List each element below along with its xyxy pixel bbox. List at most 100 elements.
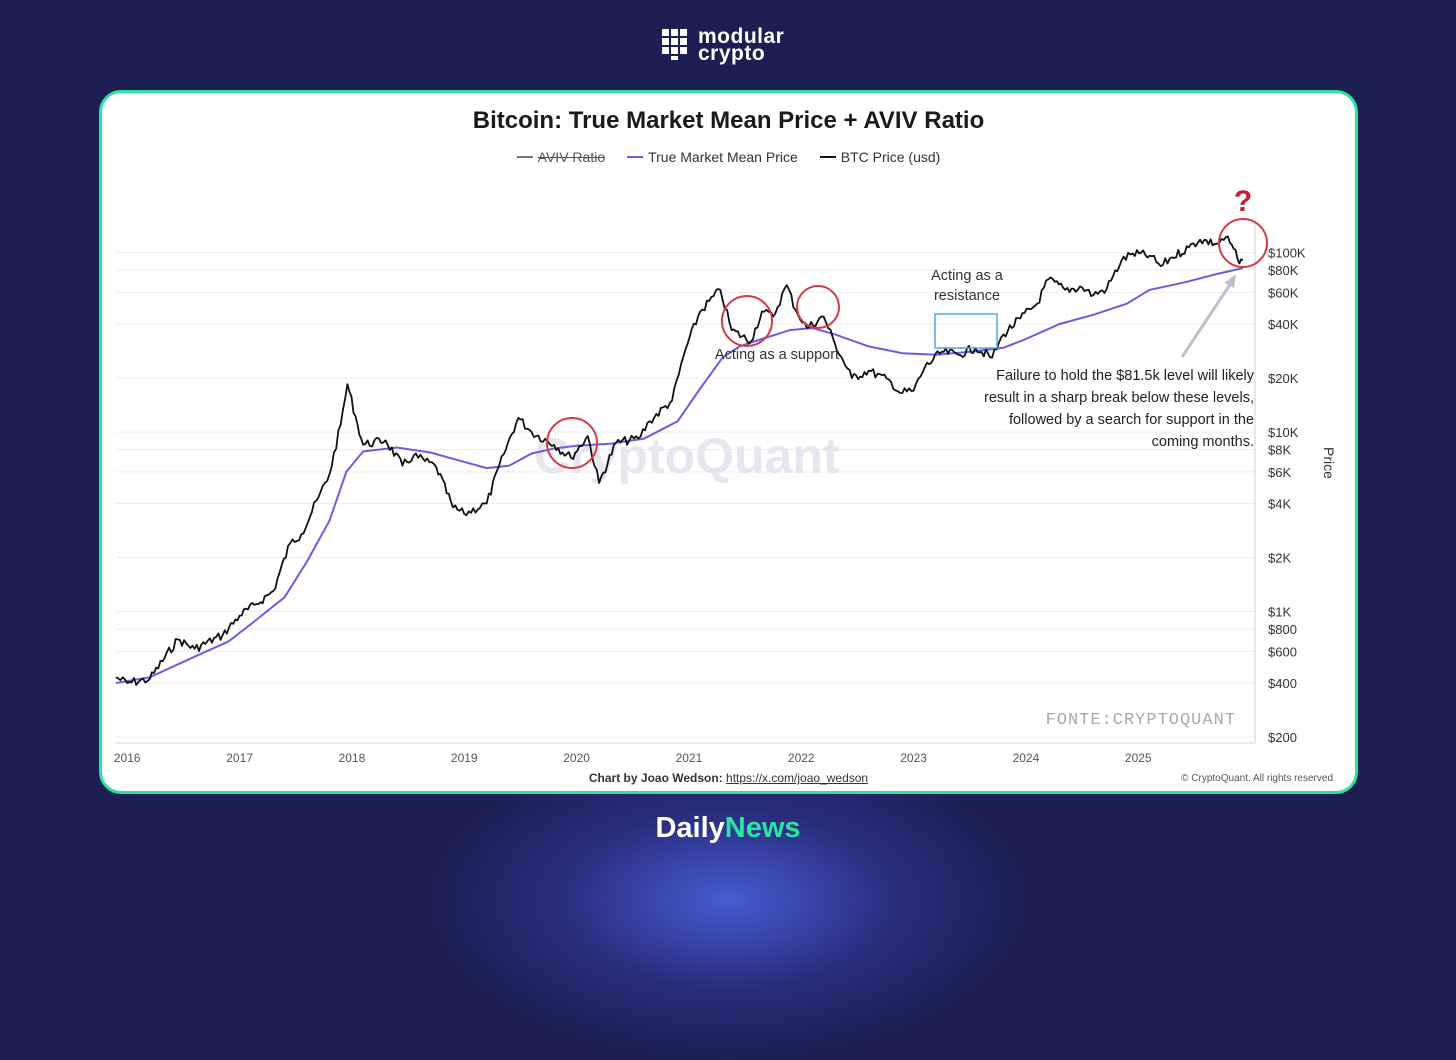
btc-point <box>957 353 961 357</box>
btc-point <box>288 541 292 545</box>
tmm-point <box>1091 313 1095 317</box>
btc-point <box>339 423 343 427</box>
btc-point <box>648 419 652 423</box>
btc-point <box>221 633 225 637</box>
brand-line1: modular <box>698 25 785 48</box>
tmm-point <box>429 451 433 455</box>
y-tick-label: $100K <box>1268 246 1306 261</box>
x-tick-label: 2019 <box>451 751 478 765</box>
tmm-point <box>833 332 837 336</box>
x-tick-label: 2020 <box>563 751 590 765</box>
chart-credit-link[interactable]: https://x.com/joao_wedson <box>726 771 869 785</box>
tmm-point <box>148 675 152 679</box>
btc-point <box>516 416 520 420</box>
annotation-arrowhead <box>1224 274 1236 288</box>
btc-point <box>345 382 349 386</box>
btc-point <box>271 589 275 593</box>
y-tick-label: $400 <box>1268 676 1297 691</box>
tmm-point <box>968 350 972 354</box>
tmm-point <box>934 353 938 357</box>
btc-point <box>412 454 416 458</box>
tmm-point <box>575 444 579 448</box>
btc-point <box>434 465 438 469</box>
x-tick-label: 2023 <box>900 751 927 765</box>
x-tick-label: 2021 <box>676 751 703 765</box>
logo-grid-icon <box>662 29 692 61</box>
btc-point <box>1131 251 1135 255</box>
btc-point <box>451 506 455 510</box>
btc-point <box>990 356 994 360</box>
watermark-fonte: FONTE:CRYPTOQUANT <box>1046 711 1236 730</box>
tmm-point <box>1181 281 1185 285</box>
btc-point <box>1159 264 1163 268</box>
y-tick-label: $4K <box>1268 496 1291 511</box>
legend-item-aviv[interactable]: AVIV Ratio <box>516 149 606 165</box>
tmm-point <box>676 419 680 423</box>
btc-point <box>760 310 764 314</box>
annotation-support: Acting as a support <box>714 347 840 363</box>
btc-point <box>238 614 242 618</box>
tmm-point <box>552 447 556 451</box>
brand-line2: crypto <box>698 42 766 65</box>
y-tick-label: $60K <box>1268 285 1299 300</box>
tmm-point <box>1125 302 1129 306</box>
btc-point <box>384 438 388 442</box>
btc-point <box>730 328 734 332</box>
tmm-point <box>788 328 792 332</box>
brand-name: modular crypto <box>698 25 785 65</box>
grid-lines <box>116 252 1255 738</box>
annotation-support-box: Acting as a support <box>714 347 840 363</box>
x-tick-label: 2022 <box>788 751 815 765</box>
tmm-point <box>530 452 534 456</box>
btc-point <box>940 350 944 354</box>
btc-point <box>361 443 365 447</box>
tmm-point <box>1148 288 1152 292</box>
y-tick-label: $40K <box>1268 317 1299 332</box>
btc-point <box>1091 293 1095 297</box>
btc-point <box>569 456 573 460</box>
modular-crypto-logo: modular crypto <box>662 25 785 65</box>
x-tick-label: 2025 <box>1125 751 1152 765</box>
tmm-point <box>114 681 118 685</box>
btc-point <box>586 434 590 438</box>
annotation-arrow <box>1180 279 1235 358</box>
legend-item-btc[interactable]: BTC Price (usd) <box>819 149 940 165</box>
dailynews-logo: DailyNews <box>0 812 1456 845</box>
btc-point <box>597 481 601 485</box>
btc-point <box>401 464 405 468</box>
btc-point <box>316 496 320 500</box>
copyright-notice: © CryptoQuant. All rights reserved <box>1181 773 1333 784</box>
x-axis-ticks: 2016 2017 2018 2019 2020 2021 2022 2023 2024 2025 <box>114 742 1255 765</box>
y-axis-ticks: $100K $80K $60K $40K $20K $10K $8K $6K $4K $2K $1K… <box>1268 246 1306 745</box>
btc-point <box>898 391 902 395</box>
tmm-point <box>395 446 399 450</box>
annotation-failure-box: Failure to hold the $81.5k level will li… <box>983 368 1254 450</box>
warning-circle-2025 <box>1218 218 1268 268</box>
btc-point <box>530 430 534 434</box>
btc-point <box>1002 332 1006 336</box>
tmm-point <box>305 560 309 564</box>
btc-point <box>299 532 303 536</box>
support-circle-2022 <box>796 285 840 329</box>
annotation-failure: Failure to hold the $81.5k level will li… <box>983 368 1254 450</box>
annotation-resistance-box: Acting as a resistance <box>931 268 1003 304</box>
btc-point <box>1063 288 1067 292</box>
btc-point <box>1035 302 1039 306</box>
legend-item-tmm[interactable]: True Market Mean Price <box>627 149 798 165</box>
legend-label: AVIV Ratio <box>537 149 606 165</box>
tmm-point <box>361 449 365 453</box>
y-tick-label: $200 <box>1268 730 1297 745</box>
series-line-true-market-mean <box>115 267 1244 684</box>
y-tick-label: $8K <box>1268 442 1291 457</box>
question-mark: ? <box>1234 185 1252 218</box>
annotation-resistance: Acting as a resistance <box>931 268 1003 304</box>
tmm-point <box>900 351 904 355</box>
btc-point <box>698 310 702 314</box>
y-axis-label: Price <box>1321 447 1337 479</box>
btc-point <box>822 315 826 319</box>
btc-point <box>1105 287 1109 291</box>
tmm-point <box>451 457 455 461</box>
tmm-point <box>608 442 612 446</box>
btc-point <box>1232 247 1236 251</box>
btc-point <box>1046 277 1050 281</box>
